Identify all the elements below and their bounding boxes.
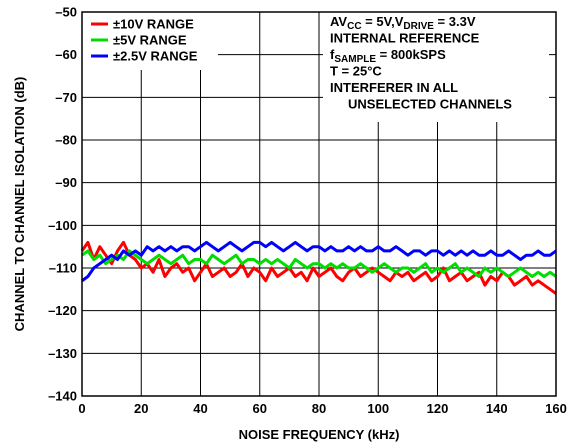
x-tick-label: 0 <box>78 401 85 416</box>
x-axis-title: NOISE FREQUENCY (kHz) <box>239 427 400 442</box>
y-tick-labels: –50 –60 –70 –80 –90 –100 –110 –120 –130 –140 <box>48 5 77 404</box>
x-tick-label: 140 <box>486 401 508 416</box>
y-tick-label: –50 <box>55 5 77 20</box>
x-tick-label: 80 <box>312 401 326 416</box>
legend-label: ±10V RANGE <box>113 17 194 32</box>
series-lines <box>80 240 557 295</box>
y-tick-label: –100 <box>48 218 77 233</box>
legend-label: ±5V RANGE <box>113 33 187 48</box>
y-tick-label: –120 <box>48 303 77 318</box>
legend-label: ±2.5V RANGE <box>113 49 198 64</box>
annotation-line: fSAMPLE = 800kSPS <box>330 47 446 65</box>
series-line <box>81 240 557 283</box>
annotation-line: T = 25°C <box>330 64 382 79</box>
y-tick-label: –80 <box>55 133 77 148</box>
x-tick-label: 40 <box>193 401 207 416</box>
annotation-line: INTERNAL REFERENCE <box>330 31 480 46</box>
series-line <box>81 249 557 278</box>
y-tick-label: –60 <box>55 47 77 62</box>
x-tick-label: 20 <box>134 401 148 416</box>
annotation-line: INTERFERER IN ALL <box>330 80 458 95</box>
annotation-line: AVCC = 5V,VDRIVE = 3.3V <box>330 14 476 32</box>
annotation-line: UNSELECTED CHANNELS <box>348 97 512 112</box>
y-tick-label: –90 <box>55 175 77 190</box>
annotation-box <box>323 12 549 122</box>
y-axis-title: CHANNEL TO CHANNEL ISOLATION (dB) <box>12 77 27 332</box>
y-tick-label: –70 <box>55 90 77 105</box>
plot-frame <box>81 11 557 397</box>
y-tick-label: –140 <box>48 389 77 404</box>
x-tick-label: 100 <box>367 401 389 416</box>
y-tick-label: –130 <box>48 346 77 361</box>
x-tick-label: 60 <box>253 401 267 416</box>
y-tick-label: –110 <box>49 261 77 276</box>
legend: ±10V RANGE±5V RANGE±2.5V RANGE <box>91 17 198 64</box>
x-tick-label: 120 <box>427 401 449 416</box>
x-tick-label: 160 <box>545 401 567 416</box>
x-tick-labels: 0 20 40 60 80 100 120 140 160 <box>78 401 566 416</box>
